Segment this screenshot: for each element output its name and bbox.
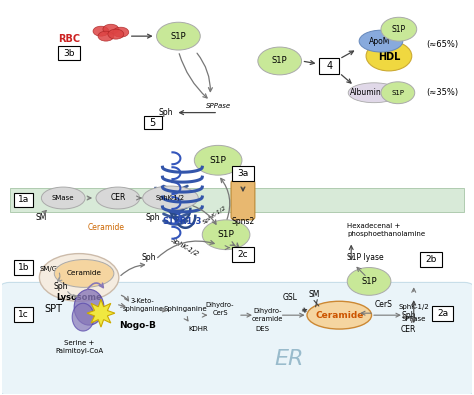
Ellipse shape [143, 186, 198, 210]
Text: SPPase: SPPase [401, 316, 426, 322]
Ellipse shape [381, 17, 417, 41]
Text: Sph: Sph [54, 282, 69, 291]
FancyBboxPatch shape [58, 45, 80, 60]
Ellipse shape [96, 187, 140, 209]
Text: 1a: 1a [18, 196, 29, 205]
Text: SphK-1/2: SphK-1/2 [398, 304, 429, 310]
Text: 1c: 1c [18, 310, 29, 319]
Ellipse shape [113, 27, 129, 37]
Text: GSL: GSL [282, 293, 297, 302]
FancyBboxPatch shape [231, 180, 255, 220]
Ellipse shape [41, 187, 85, 209]
Text: Hexadecenal +
phosphoethanolamine: Hexadecenal + phosphoethanolamine [347, 223, 425, 237]
Ellipse shape [366, 41, 412, 71]
Text: SM/GSL: SM/GSL [39, 267, 65, 273]
Ellipse shape [74, 290, 104, 325]
Bar [9, 188, 465, 212]
Ellipse shape [55, 260, 114, 288]
Text: Ceramide: Ceramide [87, 223, 125, 232]
FancyBboxPatch shape [14, 307, 34, 322]
Text: S1PR1,3: S1PR1,3 [163, 217, 202, 226]
FancyBboxPatch shape [0, 282, 474, 395]
Text: SMase: SMase [52, 195, 74, 201]
Text: ApoM: ApoM [369, 37, 391, 45]
Ellipse shape [108, 29, 124, 39]
Text: 4: 4 [326, 61, 332, 71]
Text: HDL: HDL [378, 52, 400, 62]
Text: S1P: S1P [392, 25, 406, 34]
Text: Ceramide: Ceramide [66, 271, 101, 276]
Text: Albumin-: Albumin- [350, 88, 384, 97]
Ellipse shape [156, 22, 200, 50]
Text: S1P: S1P [218, 230, 235, 239]
Text: SphK-1/2: SphK-1/2 [170, 237, 201, 258]
Ellipse shape [347, 267, 391, 295]
FancyBboxPatch shape [14, 260, 34, 275]
Text: S1P: S1P [171, 32, 186, 41]
Text: SPPase: SPPase [206, 103, 231, 109]
Text: Dihydro-
ceramide: Dihydro- ceramide [252, 308, 283, 322]
FancyBboxPatch shape [432, 306, 454, 321]
Ellipse shape [202, 220, 250, 250]
Text: Spns2: Spns2 [231, 217, 255, 226]
Ellipse shape [103, 24, 119, 34]
Text: S1P: S1P [210, 156, 227, 165]
Text: RBC: RBC [58, 34, 80, 44]
Text: CER: CER [110, 194, 126, 203]
Text: Nogo-B: Nogo-B [119, 321, 156, 329]
Text: (≈35%): (≈35%) [427, 88, 459, 97]
Text: Sph: Sph [146, 213, 160, 222]
Text: Sphinganine: Sphinganine [164, 306, 207, 312]
Text: SM: SM [309, 290, 320, 299]
Ellipse shape [39, 254, 119, 301]
Text: CER: CER [401, 325, 417, 333]
Text: (≈65%): (≈65%) [427, 40, 459, 49]
Text: 3-Keto-
sphinganine: 3-Keto- sphinganine [122, 299, 163, 312]
FancyBboxPatch shape [144, 116, 162, 130]
FancyBboxPatch shape [319, 58, 339, 74]
Text: Sph: Sph [158, 108, 173, 117]
FancyBboxPatch shape [232, 247, 254, 262]
Text: KDHR: KDHR [188, 326, 208, 332]
Polygon shape [87, 299, 115, 327]
Text: 2c: 2c [237, 250, 248, 259]
Text: Lysosome: Lysosome [56, 293, 102, 302]
Text: SphK-1/2: SphK-1/2 [156, 195, 185, 201]
Ellipse shape [72, 303, 94, 331]
Ellipse shape [381, 82, 415, 103]
Text: Serine +
Palmitoyl-CoA: Serine + Palmitoyl-CoA [55, 340, 103, 354]
Text: 2b: 2b [425, 255, 436, 264]
Ellipse shape [98, 31, 114, 41]
Text: Sph: Sph [141, 253, 156, 262]
Text: S1P: S1P [361, 277, 377, 286]
Text: CerS: CerS [375, 300, 393, 309]
Text: Ceramide: Ceramide [315, 310, 364, 320]
Ellipse shape [93, 26, 109, 36]
FancyBboxPatch shape [14, 192, 34, 207]
Text: 2a: 2a [437, 308, 448, 318]
FancyBboxPatch shape [232, 166, 254, 181]
Text: Dihydro-
CerS: Dihydro- CerS [206, 303, 234, 316]
Text: DES: DES [256, 326, 270, 332]
Text: S1P lyase: S1P lyase [347, 253, 384, 262]
Ellipse shape [348, 83, 400, 103]
Text: S1P: S1P [392, 90, 404, 96]
FancyBboxPatch shape [419, 252, 442, 267]
Text: 1b: 1b [18, 263, 29, 272]
Ellipse shape [194, 145, 242, 175]
Text: SphK-1/2: SphK-1/2 [202, 205, 228, 225]
Text: S1P: S1P [272, 56, 288, 66]
Text: 3b: 3b [64, 49, 75, 58]
Text: 5: 5 [149, 118, 156, 128]
Text: ER: ER [275, 349, 304, 369]
Text: SM: SM [36, 213, 47, 222]
Ellipse shape [258, 47, 301, 75]
Ellipse shape [307, 301, 372, 329]
Text: Sph: Sph [401, 310, 416, 320]
Text: 3a: 3a [237, 169, 248, 178]
Ellipse shape [359, 30, 403, 52]
Text: SPT: SPT [44, 304, 62, 314]
